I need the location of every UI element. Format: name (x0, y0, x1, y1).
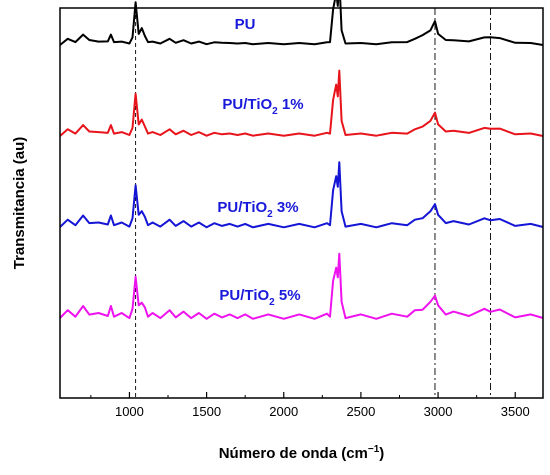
x-tick-label-3000: 3000 (424, 404, 453, 419)
x-axis-ticks: 1000 1500 2000 2500 3000 3500 (90, 392, 530, 419)
x-tick-label-1500: 1500 (192, 404, 221, 419)
plot-frame (59, 7, 544, 399)
x-tick-label-2000: 2000 (269, 404, 298, 419)
series-line-1 (59, 0, 544, 46)
series-label-4: PU/TiO2 5% (219, 287, 300, 308)
y-axis-title: Transmitancia (au) (11, 137, 28, 270)
series-labels: PU PU/TiO2 1% PU/TiO2 3% PU/TiO2 5% (217, 16, 303, 308)
series-line-4 (59, 252, 544, 320)
series-line-3 (59, 161, 544, 229)
x-tick-label-3500: 3500 (501, 404, 530, 419)
series-line-2 (59, 69, 544, 137)
series-label-3: PU/TiO2 3% (217, 199, 298, 220)
x-tick-label-2500: 2500 (346, 404, 375, 419)
x-axis-title: Número de onda (cm−1) (219, 444, 385, 462)
reference-lines (135, 8, 491, 398)
series-label-1: PU (235, 16, 256, 33)
x-tick-label-1000: 1000 (115, 404, 144, 419)
series-label-2: PU/TiO2 1% (222, 96, 303, 117)
series-lines (59, 0, 544, 320)
